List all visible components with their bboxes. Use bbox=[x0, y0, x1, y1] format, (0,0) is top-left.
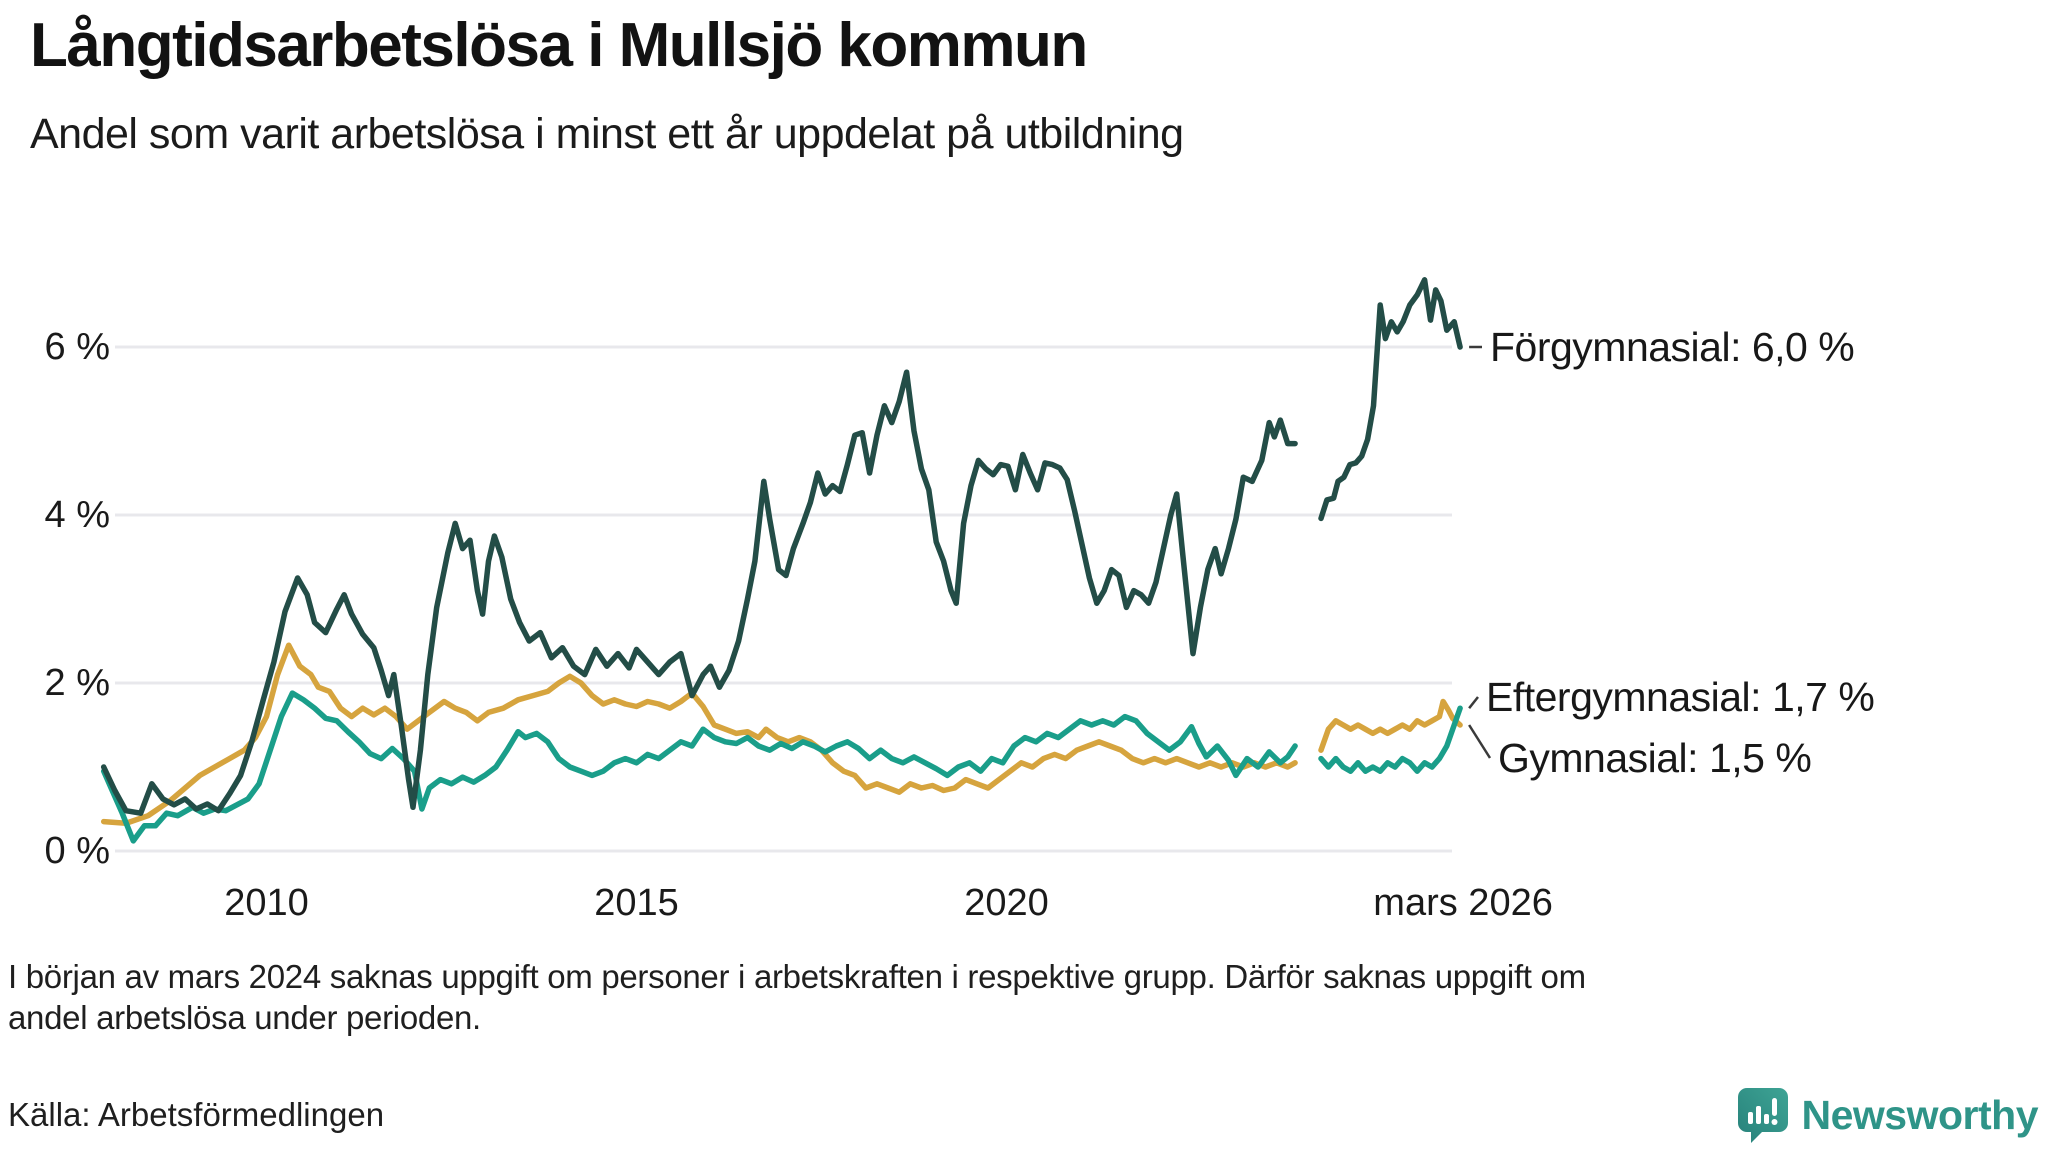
series-line-forgymnasial bbox=[100, 369, 1298, 816]
series-line-gymnasial bbox=[100, 642, 1298, 827]
label-leader-eftergymnasial bbox=[1468, 696, 1479, 709]
y-axis-tick-label: 0 % bbox=[44, 830, 110, 872]
y-axis-tick-label: 2 % bbox=[44, 662, 110, 704]
label-leader-gymnasial bbox=[1468, 724, 1492, 759]
newsworthy-wordmark: Newsworthy bbox=[1801, 1091, 2039, 1138]
source-note: Källa: Arbetsförmedlingen bbox=[8, 1096, 385, 1133]
series-line-eftergymnasial bbox=[1318, 705, 1463, 774]
footnote-line-2: andel arbetslösa under perioden. bbox=[8, 999, 481, 1036]
newsworthy-logo: Newsworthy bbox=[1736, 1086, 2039, 1144]
x-axis-tick-label: 2010 bbox=[224, 882, 309, 924]
newsworthy-bubble-chart-icon bbox=[1736, 1086, 1790, 1144]
series-label-gymnasial: Gymnasial: 1,5 % bbox=[1498, 735, 1812, 781]
series-line-eftergymnasial bbox=[100, 690, 1298, 844]
x-axis-tick-label: 2020 bbox=[964, 882, 1049, 924]
series-line-gymnasial bbox=[1318, 698, 1463, 753]
x-axis-tick-label: mars 2026 bbox=[1373, 882, 1553, 924]
y-axis-tick-label: 4 % bbox=[44, 494, 110, 536]
y-axis-tick-label: 6 % bbox=[44, 326, 110, 368]
footnote-line-1: I början av mars 2024 saknas uppgift om … bbox=[8, 958, 1586, 995]
series-label-eftergymnasial: Eftergymnasial: 1,7 % bbox=[1486, 674, 1875, 720]
x-axis-tick-label: 2015 bbox=[594, 882, 679, 924]
series-label-forgymnasial: Förgymnasial: 6,0 % bbox=[1490, 324, 1855, 370]
series-line-forgymnasial bbox=[1318, 277, 1463, 522]
page-title: Långtidsarbetslösa i Mullsjö kommun bbox=[30, 11, 1088, 80]
chart-subtitle: Andel som varit arbetslösa i minst ett å… bbox=[30, 110, 1184, 158]
